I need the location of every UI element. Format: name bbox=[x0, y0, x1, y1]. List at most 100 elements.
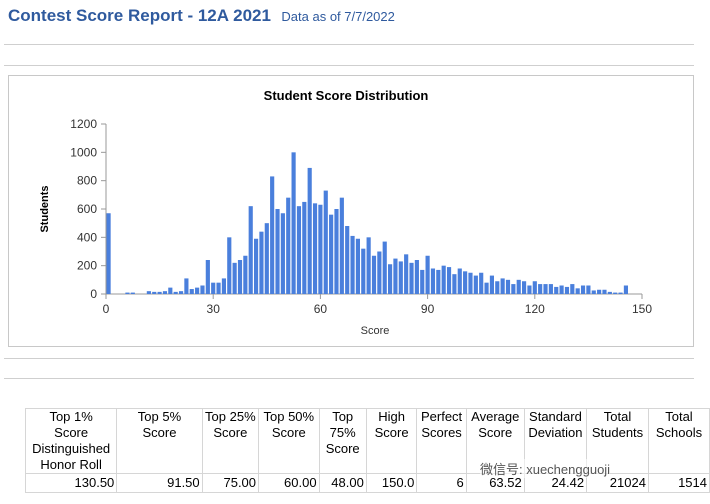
histogram-bar bbox=[559, 285, 564, 294]
stats-header-cell: Perfect Scores bbox=[416, 408, 467, 474]
stats-header-cell: Top 25% Score bbox=[201, 408, 260, 474]
histogram-bar bbox=[479, 272, 484, 294]
histogram-bar bbox=[232, 262, 237, 294]
x-axis-label: Score bbox=[361, 325, 390, 337]
histogram-bar bbox=[195, 287, 200, 294]
y-tick-label: 1000 bbox=[70, 145, 97, 159]
histogram-bar bbox=[125, 292, 130, 294]
histogram-bar bbox=[173, 291, 178, 294]
histogram-bar bbox=[554, 286, 559, 294]
stats-value-cell: 48.00 bbox=[318, 473, 367, 493]
histogram-bar bbox=[248, 206, 253, 294]
stats-value-cell: 63.52 bbox=[465, 473, 525, 493]
histogram-bar bbox=[473, 275, 478, 294]
histogram-bar bbox=[280, 213, 285, 294]
histogram-bar bbox=[291, 152, 296, 294]
histogram-bar bbox=[157, 291, 162, 294]
x-tick-label: 30 bbox=[207, 302, 221, 316]
histogram-bar bbox=[532, 281, 537, 294]
histogram-bar bbox=[178, 291, 184, 294]
histogram-bar bbox=[168, 287, 173, 294]
score-stats-table: Top 1% Score Distinguished Honor Roll Top 5%… bbox=[24, 408, 710, 493]
histogram-bar bbox=[623, 285, 628, 294]
histogram-bar bbox=[162, 291, 168, 294]
histogram-bar bbox=[227, 237, 232, 294]
histogram-bar bbox=[371, 255, 377, 294]
histogram-bar bbox=[516, 279, 521, 294]
histogram-bar bbox=[106, 213, 111, 294]
y-axis-label: Students bbox=[39, 185, 51, 232]
histogram-bar bbox=[618, 292, 623, 294]
histogram-bar bbox=[200, 285, 205, 294]
report-title: Contest Score Report - 12A 2021 bbox=[8, 6, 271, 25]
y-tick-label: 200 bbox=[77, 259, 97, 273]
stats-value-cell: 150.0 bbox=[365, 473, 418, 493]
histogram-bar bbox=[495, 281, 500, 294]
x-tick-label: 120 bbox=[525, 302, 545, 316]
histogram-bar bbox=[361, 248, 366, 294]
stats-value-cell: 130.50 bbox=[24, 473, 118, 493]
histogram-bar bbox=[355, 238, 360, 294]
histogram-bar bbox=[463, 271, 468, 294]
histogram-bar bbox=[457, 268, 462, 294]
report-header: Contest Score Report - 12A 2021 Data as … bbox=[8, 6, 395, 26]
x-tick-label: 150 bbox=[632, 302, 652, 316]
histogram-bar bbox=[237, 260, 243, 294]
stats-header-cell: Total Students bbox=[586, 408, 649, 474]
stats-value-cell: 91.50 bbox=[116, 473, 203, 493]
histogram-bar bbox=[130, 292, 135, 294]
histogram-bar bbox=[414, 260, 419, 294]
x-tick-label: 60 bbox=[314, 302, 328, 316]
histogram-bar bbox=[511, 284, 516, 294]
histogram-bar bbox=[366, 237, 371, 294]
histogram-bar bbox=[329, 214, 334, 294]
stats-value-cell: 1514 bbox=[647, 473, 710, 493]
score-distribution-chart: Student Score Distribution Students Scor… bbox=[39, 88, 652, 337]
histogram-bar bbox=[404, 254, 409, 294]
histogram-bar bbox=[522, 281, 527, 294]
histogram-bar bbox=[543, 284, 548, 294]
histogram-bar bbox=[345, 226, 350, 294]
histogram-bar bbox=[564, 286, 570, 294]
stats-header-cell: High Score bbox=[365, 408, 418, 474]
y-tick-label: 600 bbox=[77, 202, 97, 216]
x-tick-label: 90 bbox=[421, 302, 435, 316]
histogram-bar bbox=[189, 289, 194, 294]
histogram-bar bbox=[441, 265, 446, 294]
histogram-bar bbox=[500, 278, 505, 294]
histogram-bar bbox=[597, 289, 602, 294]
histogram-bar bbox=[398, 261, 403, 294]
histogram-bar bbox=[548, 284, 553, 294]
histogram-bar bbox=[420, 269, 425, 294]
divider bbox=[4, 65, 694, 66]
histogram-bar bbox=[446, 267, 452, 294]
stats-value-row: 130.50 91.50 75.00 60.00 48.00 150.0 6 63.52 24.… bbox=[24, 473, 710, 493]
histogram-bar bbox=[221, 278, 226, 294]
histogram-bar bbox=[570, 284, 575, 294]
histogram-bar bbox=[580, 285, 586, 294]
histogram-bar bbox=[484, 282, 489, 294]
x-tick-label: 0 bbox=[103, 302, 110, 316]
histogram-bar bbox=[318, 204, 323, 294]
histogram-bar bbox=[334, 209, 339, 294]
score-distribution-panel: Student Score Distribution Students Scor… bbox=[8, 75, 694, 347]
histogram-bar bbox=[339, 197, 344, 294]
histogram-bar bbox=[323, 190, 328, 294]
histogram-bar bbox=[211, 282, 216, 294]
histogram-bar bbox=[254, 238, 259, 294]
histogram-bar bbox=[216, 282, 221, 294]
histogram-bar bbox=[302, 201, 307, 294]
histogram-bar bbox=[591, 290, 596, 294]
histogram-bar bbox=[388, 264, 393, 294]
histogram-bar bbox=[607, 291, 612, 294]
histogram-bar bbox=[307, 167, 312, 294]
stats-value-cell: 21024 bbox=[586, 473, 649, 493]
histogram-bar bbox=[146, 291, 151, 294]
divider bbox=[4, 44, 694, 45]
histogram-bar bbox=[436, 269, 441, 294]
histogram-bar bbox=[602, 289, 607, 294]
histogram-bar bbox=[205, 260, 210, 294]
stats-value-cell: 60.00 bbox=[258, 473, 320, 493]
stats-header-cell: Total Schools bbox=[647, 408, 710, 474]
stats-header-cell: Top 1% Score Distinguished Honor Roll bbox=[24, 408, 118, 474]
